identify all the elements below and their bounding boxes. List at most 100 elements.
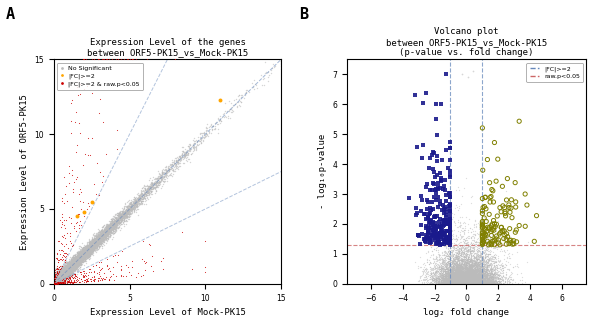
Point <box>443 270 453 276</box>
Point <box>61 272 71 278</box>
Point <box>459 276 469 281</box>
Point <box>109 220 119 225</box>
Point <box>65 263 75 268</box>
Point <box>480 255 490 260</box>
Point <box>440 271 450 276</box>
Point <box>151 180 161 185</box>
Point <box>483 270 492 275</box>
Point <box>66 278 76 283</box>
Point <box>60 272 69 278</box>
Point <box>56 277 66 282</box>
Point <box>185 142 195 148</box>
Point <box>97 233 106 238</box>
Point <box>439 279 448 284</box>
Point <box>276 57 286 62</box>
Point <box>69 268 79 273</box>
Point <box>466 279 475 284</box>
Point <box>97 232 107 237</box>
Point <box>470 281 480 286</box>
Point <box>117 218 127 223</box>
Point <box>84 249 93 254</box>
Point <box>96 234 105 239</box>
Point <box>471 264 481 270</box>
Point <box>460 260 470 266</box>
Point <box>195 134 205 139</box>
Point <box>485 279 495 284</box>
Point <box>56 273 66 278</box>
Point <box>54 278 63 283</box>
Point <box>475 276 485 281</box>
Point <box>453 267 462 273</box>
Point <box>460 280 470 286</box>
Point <box>56 275 66 280</box>
Point <box>471 281 481 286</box>
Point <box>460 281 470 286</box>
Point <box>72 263 81 268</box>
Point <box>88 237 97 242</box>
Point <box>435 276 444 281</box>
Point <box>443 274 452 279</box>
Point <box>459 275 469 280</box>
Point <box>462 248 471 254</box>
Point <box>61 266 71 272</box>
Point <box>147 189 156 194</box>
Point <box>452 276 462 281</box>
Point <box>476 268 486 274</box>
Point <box>89 244 99 249</box>
Point <box>75 252 84 257</box>
Point <box>461 242 471 247</box>
Point <box>127 201 137 206</box>
Point <box>477 273 486 278</box>
Point <box>155 172 164 177</box>
Point <box>413 233 423 238</box>
Point <box>179 148 188 153</box>
Point <box>115 214 124 220</box>
Point <box>463 272 473 278</box>
Point <box>445 251 454 256</box>
Point <box>80 250 90 255</box>
Point <box>466 241 475 246</box>
Point <box>51 276 60 281</box>
Point <box>455 275 465 280</box>
Point <box>479 243 489 248</box>
Point <box>83 242 92 248</box>
Point <box>453 263 462 269</box>
Point <box>66 262 76 267</box>
Point <box>477 255 486 260</box>
Point <box>59 278 68 283</box>
Point <box>59 272 69 277</box>
Point <box>481 276 491 281</box>
Point <box>50 281 59 286</box>
Point <box>451 277 460 282</box>
Point <box>96 233 106 238</box>
Point <box>463 272 473 278</box>
Point <box>51 281 61 286</box>
Point <box>445 275 454 280</box>
Point <box>51 280 60 285</box>
Point <box>472 276 482 281</box>
Point <box>435 219 444 224</box>
Point <box>69 259 78 265</box>
Point <box>453 271 463 276</box>
Point <box>119 217 129 222</box>
Point <box>64 268 74 273</box>
Point <box>436 263 446 268</box>
Point <box>438 264 448 270</box>
Point <box>54 281 63 286</box>
Point <box>479 275 489 280</box>
Point <box>470 269 480 274</box>
Point <box>59 267 68 273</box>
Point <box>463 266 472 271</box>
Point <box>480 222 489 227</box>
Point <box>134 194 144 199</box>
Point <box>76 253 86 258</box>
Point <box>102 231 112 236</box>
Point <box>107 222 117 228</box>
Point <box>117 210 126 215</box>
Point <box>93 245 102 250</box>
Point <box>442 281 451 286</box>
Point <box>453 257 462 263</box>
Point <box>460 261 470 267</box>
Point <box>454 280 464 285</box>
Point <box>68 262 78 267</box>
